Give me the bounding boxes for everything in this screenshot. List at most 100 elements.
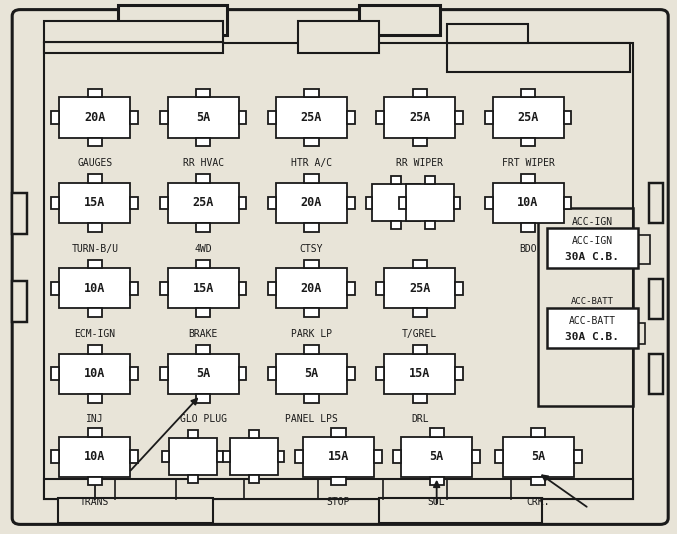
Bar [399, 197, 406, 209]
Bar [44, 479, 633, 499]
Text: 25A: 25A [409, 282, 431, 295]
Bar [88, 477, 102, 485]
Bar [538, 208, 633, 406]
Bar [413, 260, 427, 268]
Bar [196, 308, 210, 317]
Bar [649, 354, 663, 394]
Bar [305, 345, 319, 354]
Bar [268, 197, 276, 209]
Bar [196, 89, 210, 97]
FancyBboxPatch shape [12, 10, 668, 524]
Bar [493, 98, 564, 137]
Bar [649, 279, 663, 319]
Bar [430, 477, 444, 485]
Bar [347, 282, 355, 295]
Bar [401, 437, 473, 477]
Bar [230, 438, 278, 475]
Text: 15A: 15A [409, 367, 431, 380]
Bar [574, 450, 582, 463]
Bar [347, 111, 355, 124]
Bar [268, 111, 276, 124]
Bar [366, 197, 372, 209]
Text: GLO PLUG: GLO PLUG [179, 414, 227, 425]
Text: 10A: 10A [84, 450, 106, 463]
Bar [531, 477, 546, 485]
Bar [44, 42, 223, 53]
Bar [521, 137, 536, 146]
Bar [420, 197, 427, 209]
Bar [88, 308, 102, 317]
Bar [347, 367, 355, 380]
Bar [60, 354, 131, 394]
Text: PANEL LPS: PANEL LPS [285, 414, 338, 425]
Bar [12, 281, 27, 322]
Text: DRL: DRL [411, 414, 429, 425]
Bar [196, 345, 210, 354]
Bar [196, 223, 210, 232]
Text: 25A: 25A [192, 197, 214, 209]
Text: 5A: 5A [196, 367, 211, 380]
Text: 25A: 25A [409, 111, 431, 124]
Bar [268, 367, 276, 380]
Bar [276, 268, 347, 308]
Bar [168, 354, 238, 394]
Bar [372, 184, 420, 221]
Bar [60, 183, 131, 223]
Bar [51, 282, 60, 295]
Text: TRANS: TRANS [80, 497, 110, 507]
Bar [332, 477, 346, 485]
Bar [547, 308, 638, 348]
Bar [305, 174, 319, 183]
Text: 15A: 15A [84, 197, 106, 209]
Text: 4WD: 4WD [194, 244, 212, 254]
Text: 15A: 15A [192, 282, 214, 295]
Bar [424, 221, 435, 230]
Bar [130, 450, 138, 463]
Bar [238, 197, 246, 209]
Text: 10A: 10A [84, 367, 106, 380]
Bar [305, 394, 319, 403]
Bar [473, 450, 480, 463]
Bar [160, 367, 168, 380]
Bar [305, 89, 319, 97]
Text: 20A: 20A [84, 111, 106, 124]
Text: STOP: STOP [327, 497, 350, 507]
Bar [88, 137, 102, 146]
Bar [196, 260, 210, 268]
Bar [188, 475, 198, 483]
Bar [160, 111, 168, 124]
Bar [305, 308, 319, 317]
Bar [58, 498, 213, 523]
Bar [385, 98, 455, 137]
Bar [563, 111, 571, 124]
Text: 5A: 5A [429, 450, 444, 463]
Text: TURN-B/U: TURN-B/U [71, 244, 118, 254]
Bar [547, 229, 638, 268]
Bar [502, 437, 574, 477]
Text: 5A: 5A [304, 367, 319, 380]
Bar [406, 184, 454, 221]
Bar [168, 98, 238, 137]
Bar [455, 367, 463, 380]
Text: ACC-IGN: ACC-IGN [572, 236, 613, 246]
Bar [359, 5, 440, 35]
Bar [223, 451, 230, 462]
Bar [88, 89, 102, 97]
Bar [276, 183, 347, 223]
Bar [305, 137, 319, 146]
Bar [493, 183, 564, 223]
Bar [633, 323, 645, 344]
Bar [376, 282, 385, 295]
Bar [160, 282, 168, 295]
Text: 25A: 25A [517, 111, 539, 124]
Text: RR HVAC: RR HVAC [183, 158, 223, 168]
Bar [332, 428, 346, 437]
Bar [521, 89, 536, 97]
Bar [118, 5, 227, 35]
Bar [424, 176, 435, 185]
Bar [393, 450, 401, 463]
Text: BRAKE: BRAKE [188, 329, 218, 339]
Bar [385, 354, 455, 394]
Text: ECM-IGN: ECM-IGN [74, 329, 115, 339]
Bar [60, 437, 131, 477]
